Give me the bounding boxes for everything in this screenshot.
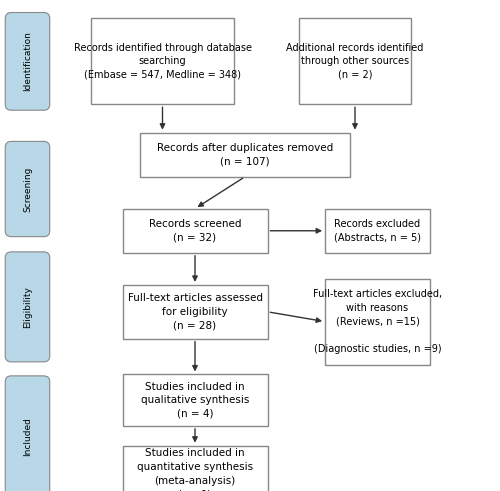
FancyBboxPatch shape — [5, 13, 50, 110]
FancyBboxPatch shape — [5, 376, 50, 491]
Bar — [92, 19, 234, 105]
Text: Included: Included — [23, 417, 32, 457]
Text: Full-text articles assessed
for eligibility
(n = 28): Full-text articles assessed for eligibil… — [128, 293, 262, 330]
FancyBboxPatch shape — [5, 141, 50, 237]
Text: Full-text articles excluded,
with reasons
(Reviews, n =15)

(Diagnostic studies,: Full-text articles excluded, with reason… — [313, 289, 442, 354]
Text: Additional records identified
through other sources
(n = 2): Additional records identified through ot… — [286, 43, 424, 80]
Bar — [325, 279, 430, 364]
Text: Records after duplicates removed
(n = 107): Records after duplicates removed (n = 10… — [157, 143, 333, 166]
Bar — [122, 209, 268, 253]
Text: Records identified through database
searching
(Embase = 547, Medline = 348): Records identified through database sear… — [74, 43, 252, 80]
Text: Screening: Screening — [23, 166, 32, 212]
Text: Eligibility: Eligibility — [23, 286, 32, 328]
Bar — [140, 133, 350, 177]
Bar — [122, 375, 268, 426]
Bar — [122, 285, 268, 339]
Bar — [325, 209, 430, 253]
FancyBboxPatch shape — [5, 252, 50, 362]
Text: Identification: Identification — [23, 31, 32, 91]
Text: Records excluded
(Abstracts, n = 5): Records excluded (Abstracts, n = 5) — [334, 219, 421, 243]
Text: Records screened
(n = 32): Records screened (n = 32) — [149, 219, 241, 243]
Text: Studies included in
qualitative synthesis
(n = 4): Studies included in qualitative synthesi… — [141, 382, 249, 419]
Text: Studies included in
quantitative synthesis
(meta-analysis)
(n =0): Studies included in quantitative synthes… — [137, 448, 253, 491]
Bar — [122, 446, 268, 491]
Bar — [298, 19, 411, 105]
